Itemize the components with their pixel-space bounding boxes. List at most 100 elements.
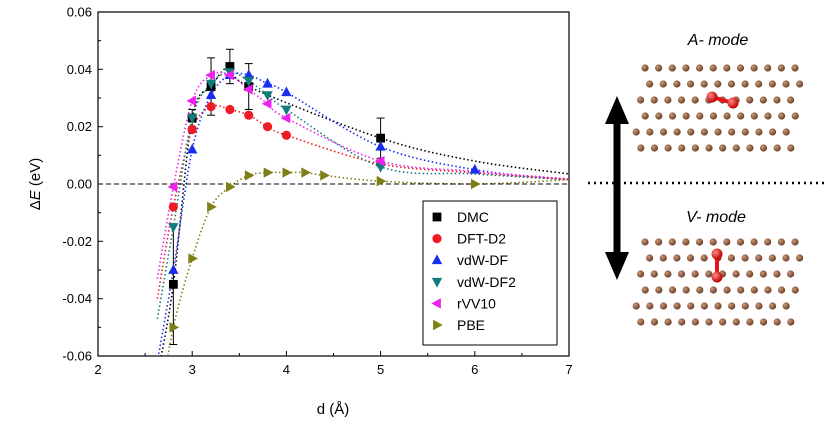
carbon-atom	[646, 128, 654, 136]
rvv10-point	[374, 155, 385, 167]
vdw-df-point	[469, 163, 480, 174]
carbon-atom	[719, 144, 727, 152]
carbon-atom	[668, 286, 677, 294]
carbon-atom	[773, 144, 781, 152]
series-pbe	[169, 167, 481, 333]
carbon-atom	[637, 144, 645, 152]
vdw-df-point	[262, 77, 273, 88]
carbon-atom	[791, 64, 799, 72]
a-mode-graphene-lattice	[632, 64, 804, 152]
carbon-atom	[664, 96, 672, 104]
pbe-point	[169, 322, 180, 333]
carbon-atom	[709, 112, 718, 120]
carbon-atom	[736, 64, 745, 72]
carbon-atom	[750, 286, 758, 294]
carbon-atom	[664, 270, 672, 278]
carbon-atom	[682, 238, 690, 246]
carbon-atom	[791, 112, 799, 120]
dft-d2-point	[262, 122, 273, 132]
carbon-atom	[655, 64, 663, 72]
carbon-atom	[637, 270, 645, 278]
rvv10-point	[205, 69, 215, 81]
carbon-atom	[768, 302, 777, 310]
pbe-point	[244, 170, 255, 181]
axis-ticks: 2 3 4 5 6 7 -0.06 -0.04 -0.02 0.00 0.02 0.04 0.06	[62, 5, 572, 378]
carbon-atom	[732, 144, 740, 152]
carbon-atom	[650, 270, 658, 278]
carbon-atom	[686, 80, 695, 88]
carbon-atom	[637, 96, 645, 104]
carbon-atom	[787, 318, 795, 326]
carbon-atom	[682, 64, 690, 72]
carbon-atom	[737, 286, 745, 294]
carbon-atom	[777, 238, 785, 246]
carbon-atom	[723, 238, 731, 246]
carbon-atom	[782, 302, 790, 310]
carbon-atom	[719, 318, 727, 326]
carbon-atom	[782, 128, 790, 136]
vdw-df2-point	[205, 79, 217, 90]
carbon-atom	[728, 128, 736, 136]
rvv10-point	[167, 181, 178, 193]
carbon-atom	[773, 270, 781, 278]
double-arrow	[605, 96, 629, 280]
rvv10-point	[242, 84, 253, 95]
carbon-atom	[637, 318, 645, 326]
dmc-point	[168, 279, 178, 289]
dmc-point	[225, 62, 235, 71]
legend-marker-rvv10	[431, 298, 441, 309]
pbe-point	[282, 167, 293, 178]
carbon-atom	[673, 80, 681, 88]
oxygen-atom	[711, 271, 723, 283]
carbon-atom	[791, 238, 799, 246]
x-tick-label: 3	[189, 362, 196, 377]
y-tick-label: 0.00	[67, 177, 92, 192]
carbon-atom	[632, 302, 640, 310]
a-mode-o2-molecule	[706, 91, 739, 109]
carbon-atom	[664, 144, 672, 152]
carbon-atom	[764, 112, 772, 120]
carbon-atom	[646, 302, 654, 310]
carbon-atom	[714, 80, 722, 88]
series-rvv10	[167, 69, 385, 193]
dft-d2-point	[225, 104, 235, 115]
carbon-atom	[695, 64, 704, 72]
a-mode-suffix: - mode	[698, 32, 748, 49]
carbon-atom	[700, 254, 708, 262]
carbon-atom	[687, 302, 695, 310]
v-mode-suffix: - mode	[696, 209, 746, 226]
carbon-atom	[691, 96, 699, 104]
carbon-atom	[673, 128, 681, 136]
vdw-df-point	[187, 143, 198, 154]
carbon-atom	[696, 112, 704, 120]
carbon-atom	[678, 144, 686, 152]
carbon-atom	[682, 112, 690, 120]
v-mode-graphene-lattice	[632, 238, 804, 326]
carbon-atom	[723, 64, 731, 72]
vdw-df2-point	[243, 76, 254, 87]
x-axis-label: d (Å)	[317, 401, 350, 418]
carbon-atom	[773, 318, 781, 326]
carbon-atom	[741, 80, 749, 88]
vdw-df2-point	[281, 105, 292, 116]
carbon-atom	[736, 238, 745, 246]
carbon-atom	[677, 270, 686, 278]
legend-marker-dft-d2	[432, 234, 442, 244]
carbon-atom	[650, 318, 659, 326]
carbon-atom	[746, 144, 754, 152]
vdw-df-point	[243, 69, 254, 79]
carbon-atom	[777, 112, 786, 120]
carbon-atom	[705, 144, 713, 152]
carbon-atom	[646, 80, 654, 88]
oxygen-atom	[711, 248, 723, 260]
legend-label-rvv10: rVV10	[457, 295, 496, 311]
y-tick-label: -0.04	[62, 291, 92, 306]
carbon-atom	[727, 254, 736, 262]
y-tick-label: -0.06	[62, 349, 92, 364]
carbon-atom	[746, 270, 754, 278]
x-tick-label: 7	[565, 362, 572, 377]
carbon-atom	[691, 270, 699, 278]
dft-d2-point	[206, 102, 216, 112]
carbon-atom	[641, 112, 649, 120]
